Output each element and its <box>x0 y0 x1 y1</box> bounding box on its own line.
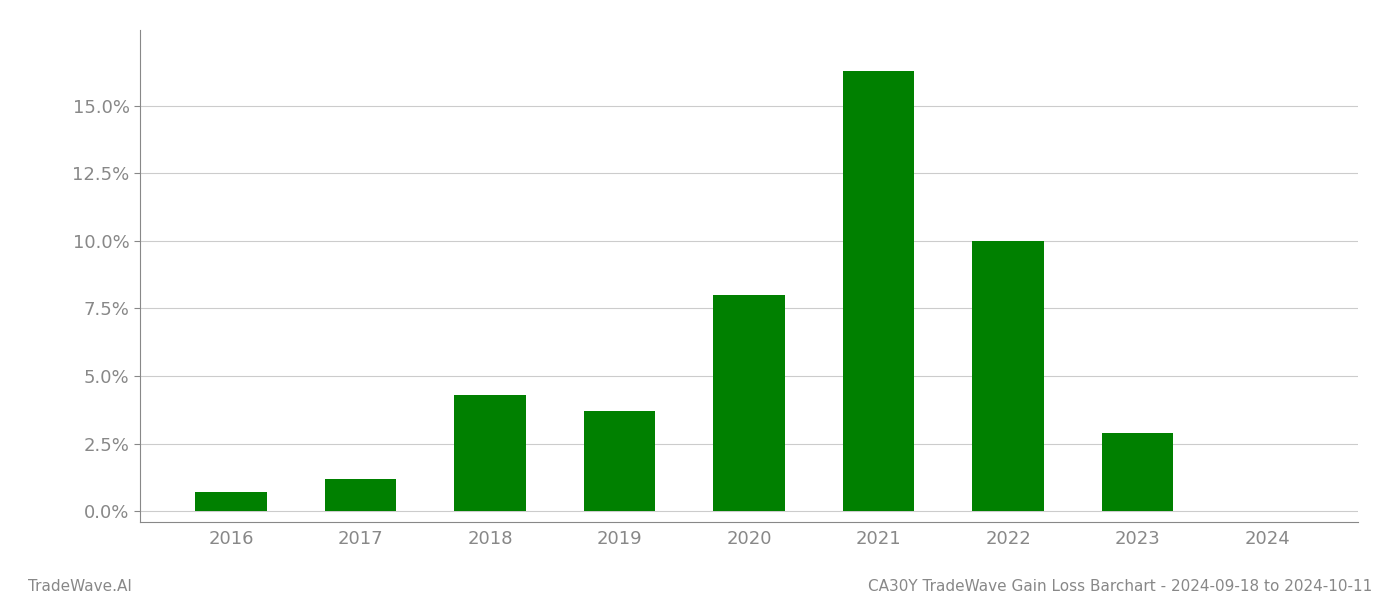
Bar <box>325 479 396 511</box>
Bar <box>843 71 914 511</box>
Bar <box>196 492 266 511</box>
Text: TradeWave.AI: TradeWave.AI <box>28 579 132 594</box>
Text: CA30Y TradeWave Gain Loss Barchart - 2024-09-18 to 2024-10-11: CA30Y TradeWave Gain Loss Barchart - 202… <box>868 579 1372 594</box>
Bar <box>1102 433 1173 511</box>
Bar <box>714 295 784 511</box>
Bar <box>973 241 1043 511</box>
Bar <box>455 395 525 511</box>
Bar <box>584 411 655 511</box>
